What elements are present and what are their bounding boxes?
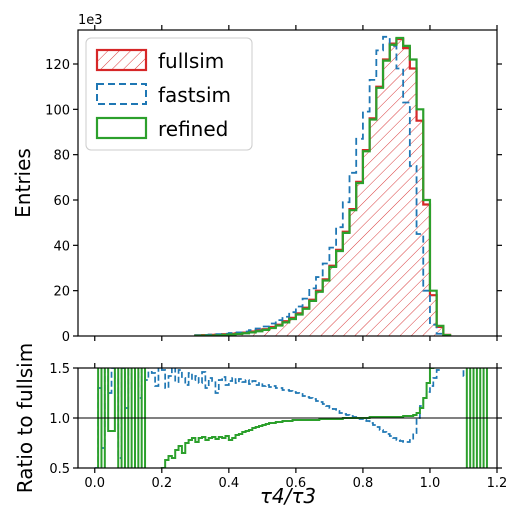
legend-item-fastsim: fastsim bbox=[96, 83, 231, 107]
ratio-y-tick-label: 0.5 bbox=[49, 462, 70, 477]
ratio-series bbox=[94, 368, 488, 468]
main-y-tick-label: 40 bbox=[53, 239, 70, 254]
legend-label-fullsim: fullsim bbox=[158, 49, 224, 73]
ratio-x-tick-label: 0.8 bbox=[353, 476, 374, 491]
main-y-tick-label: 20 bbox=[53, 285, 70, 300]
main-y-tick-label: 60 bbox=[53, 194, 70, 209]
ratio-series-refined bbox=[97, 368, 488, 468]
ratio-x-tick-label: 1.0 bbox=[420, 476, 441, 491]
ratio-x-tick-label: 0.6 bbox=[286, 476, 307, 491]
legend-label-refined: refined bbox=[158, 117, 228, 141]
series-fastsim bbox=[194, 35, 451, 336]
offset-text: 1e3 bbox=[78, 13, 103, 28]
ratio-x-tick-label: 0.0 bbox=[84, 476, 105, 491]
histogram-panel: 0 20 40 60 80 100 120 1e3 Entries fullsim fast… bbox=[11, 13, 502, 345]
main-y-tick-label: 120 bbox=[45, 58, 70, 73]
main-y-ticks: 0 20 40 60 80 100 120 bbox=[45, 58, 502, 345]
main-y-tick-label: 0 bbox=[62, 330, 70, 345]
ratio-panel: 0.5 1.0 1.5 0.0 0.2 0.4 0.6 0.8 1.0 1.2 Ratio to… bbox=[13, 343, 507, 508]
histogram-series bbox=[194, 35, 452, 336]
y-axis-label-main: Entries bbox=[11, 148, 35, 218]
ratio-y-tick-label: 1.0 bbox=[49, 412, 70, 427]
legend: fullsim fastsim refined bbox=[85, 37, 253, 151]
legend-item-fullsim: fullsim bbox=[95, 48, 224, 73]
x-axis-label: τ4/τ3 bbox=[260, 484, 316, 508]
main-y-tick-label: 80 bbox=[53, 149, 70, 164]
main-x-ticks bbox=[94, 25, 498, 341]
series-refined bbox=[194, 36, 452, 336]
y-axis-label-ratio: Ratio to fullsim bbox=[13, 343, 37, 493]
legend-label-fastsim: fastsim bbox=[158, 83, 231, 107]
legend-swatch-fullsim bbox=[95, 48, 148, 72]
legend-item-refined: refined bbox=[95, 116, 228, 141]
main-y-tick-label: 100 bbox=[45, 103, 70, 118]
ratio-x-tick-label: 1.2 bbox=[487, 476, 508, 491]
ratio-x-tick-label: 0.2 bbox=[151, 476, 172, 491]
legend-swatch-refined bbox=[95, 116, 148, 140]
legend-swatch-fastsim bbox=[96, 83, 147, 105]
ratio-x-tick-label: 0.4 bbox=[218, 476, 239, 491]
ratio-y-ticks: 0.5 1.0 1.5 bbox=[49, 362, 502, 477]
main-axes-frame bbox=[77, 29, 498, 337]
ratio-series-fastsim bbox=[94, 368, 467, 468]
ratio-y-tick-label: 1.5 bbox=[49, 362, 70, 377]
ratio-x-ticks: 0.0 0.2 0.4 0.6 0.8 1.0 1.2 bbox=[84, 363, 507, 491]
